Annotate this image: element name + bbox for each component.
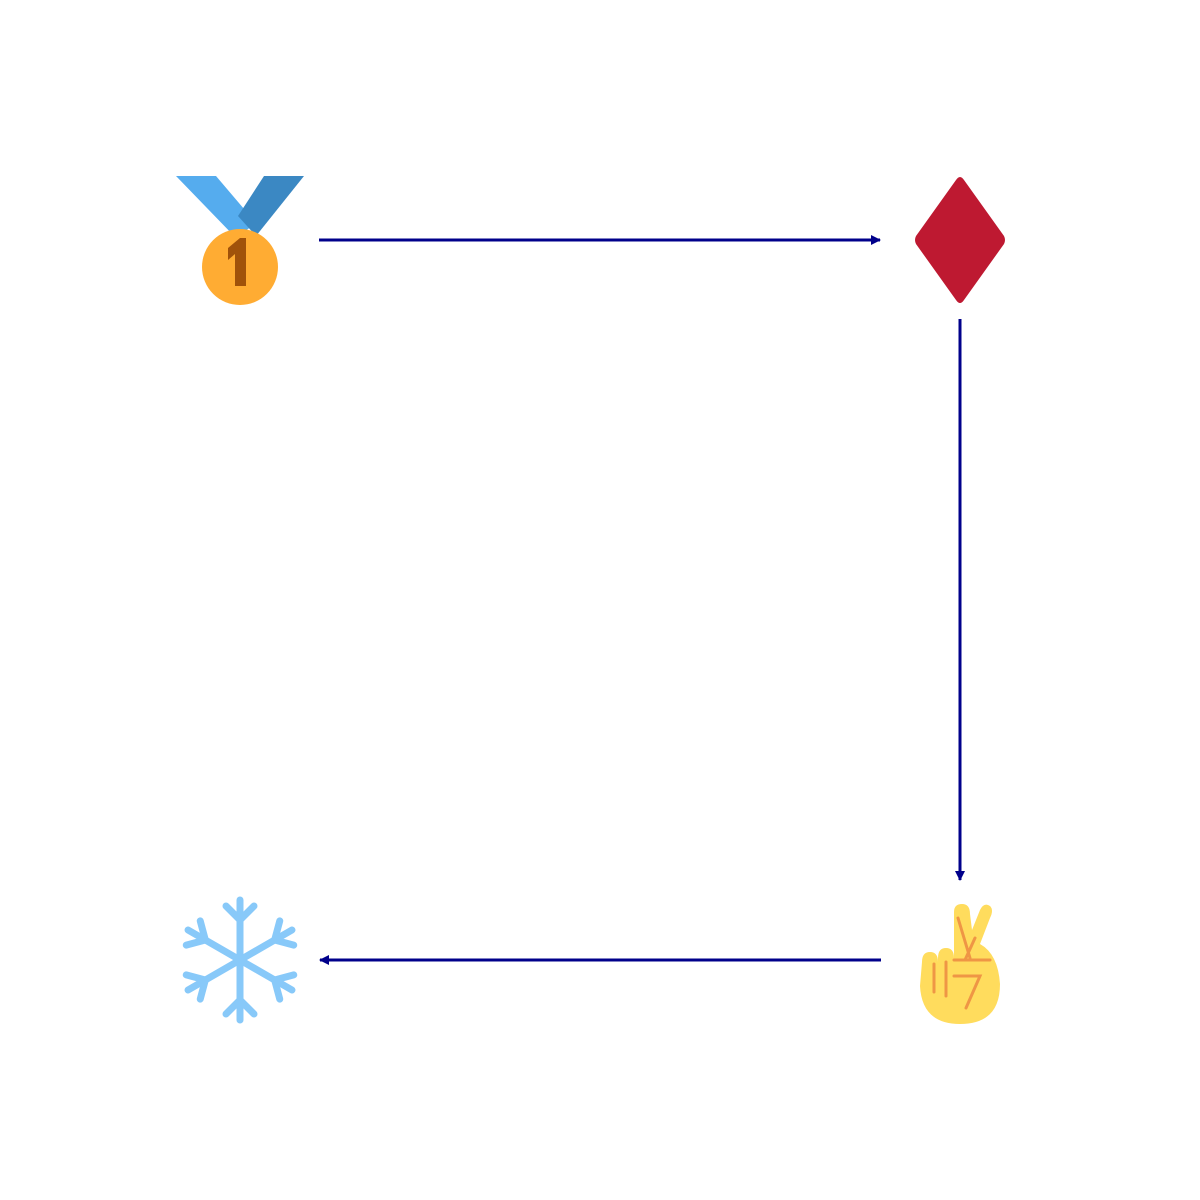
diamond-suit-icon <box>915 177 1005 303</box>
first-place-medal-icon <box>176 176 304 305</box>
crossed-fingers-icon <box>920 904 1000 1024</box>
snowflake-icon <box>181 896 299 1020</box>
edges <box>319 235 965 965</box>
